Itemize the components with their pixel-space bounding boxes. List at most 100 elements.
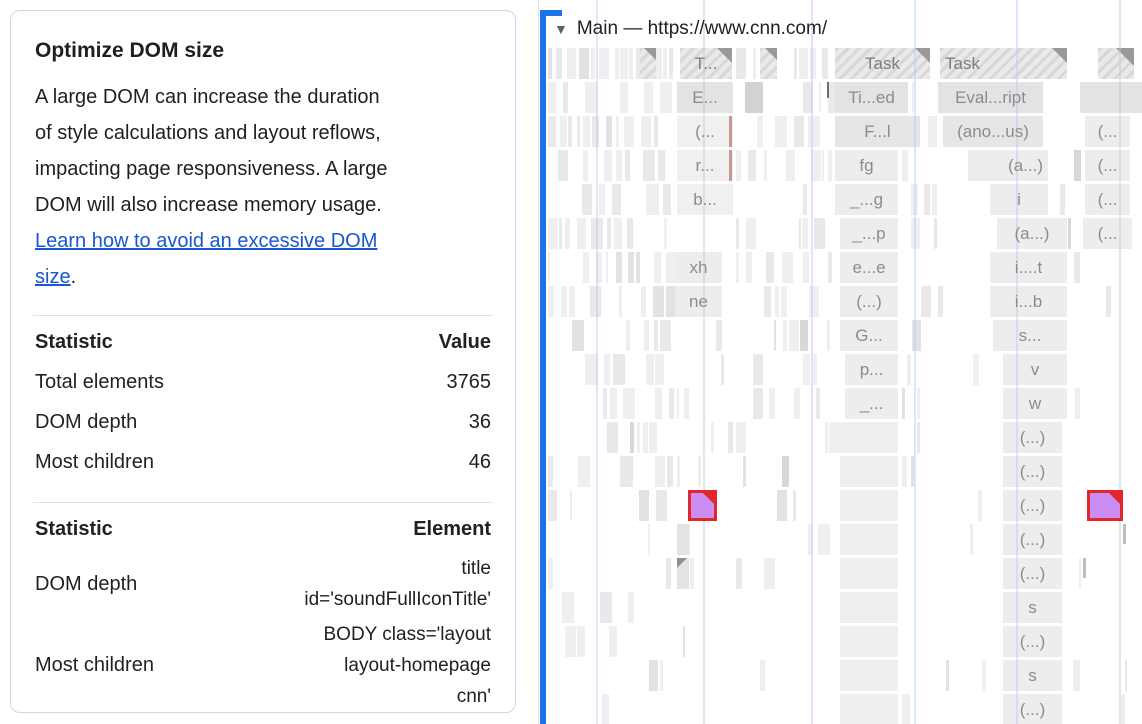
flame-bar[interactable]: (...) xyxy=(1003,694,1062,724)
flame-activity-bar[interactable] xyxy=(1060,184,1065,215)
flame-activity-bar[interactable] xyxy=(763,150,767,181)
flame-activity-bar[interactable] xyxy=(809,286,819,317)
flame-activity-bar[interactable] xyxy=(775,286,779,317)
flame-activity-bar[interactable] xyxy=(647,524,650,555)
flame-activity-bar[interactable] xyxy=(910,218,920,249)
collapse-caret-icon[interactable]: ▼ xyxy=(554,21,568,37)
flame-activity-bar[interactable] xyxy=(776,490,788,521)
flame-activity-bar[interactable] xyxy=(782,320,787,351)
flame-bar[interactable]: fg xyxy=(835,150,898,181)
flame-bar[interactable]: r... xyxy=(677,150,733,181)
highlight-event-block[interactable] xyxy=(1087,490,1123,521)
flame-activity-bar[interactable] xyxy=(827,150,832,181)
flame-activity-bar[interactable] xyxy=(604,150,613,181)
flame-bar[interactable] xyxy=(840,558,898,589)
flame-activity-bar[interactable] xyxy=(921,286,931,317)
flame-activity-bar[interactable] xyxy=(548,82,557,113)
flame-activity-bar[interactable] xyxy=(1068,218,1072,249)
task-bar[interactable]: Task xyxy=(940,48,1067,79)
flame-activity-bar[interactable] xyxy=(644,82,653,113)
flame-activity-bar[interactable] xyxy=(802,252,809,283)
flame-activity-bar[interactable] xyxy=(655,354,665,385)
flame-activity-bar[interactable] xyxy=(669,48,673,79)
flame-activity-bar[interactable] xyxy=(624,150,631,181)
flame-activity-bar[interactable] xyxy=(569,490,572,521)
flame-activity-bar[interactable] xyxy=(917,422,920,453)
flame-activity-bar[interactable] xyxy=(627,218,634,249)
flame-activity-bar[interactable] xyxy=(710,422,715,453)
flame-activity-bar[interactable] xyxy=(564,626,576,657)
flame-activity-bar[interactable] xyxy=(932,184,938,215)
flame-bar[interactable]: E... xyxy=(677,82,733,113)
flame-activity-bar[interactable] xyxy=(824,422,828,453)
flame-activity-bar[interactable] xyxy=(622,388,635,419)
flame-activity-bar[interactable] xyxy=(775,116,787,147)
flame-activity-bar[interactable] xyxy=(563,82,568,113)
flame-activity-bar[interactable] xyxy=(578,48,590,79)
flame-activity-bar[interactable] xyxy=(629,48,634,79)
flame-activity-bar[interactable] xyxy=(917,388,920,419)
flame-activity-bar[interactable] xyxy=(653,286,665,317)
flame-bar[interactable]: _...g xyxy=(835,184,898,215)
flame-activity-bar[interactable] xyxy=(659,320,672,351)
flame-activity-bar[interactable] xyxy=(814,218,825,249)
flame-activity-bar[interactable] xyxy=(665,286,675,317)
flame-bar[interactable] xyxy=(840,660,898,691)
flame-activity-bar[interactable] xyxy=(619,82,629,113)
flame-activity-bar[interactable] xyxy=(602,388,607,419)
flame-bar[interactable]: w xyxy=(1003,388,1067,419)
flame-activity-bar[interactable] xyxy=(599,184,606,215)
flame-activity-bar[interactable] xyxy=(663,48,667,79)
flame-activity-bar[interactable] xyxy=(923,184,931,215)
flame-bar[interactable] xyxy=(840,524,898,555)
flame-bar[interactable]: G... xyxy=(840,320,898,351)
flame-activity-bar[interactable] xyxy=(907,354,912,385)
flame-bar[interactable] xyxy=(677,524,689,555)
task-bar[interactable]: T... xyxy=(680,48,732,79)
flame-bar[interactable]: (... xyxy=(1085,150,1130,181)
flame-activity-bar[interactable] xyxy=(656,490,667,521)
flame-activity-bar[interactable] xyxy=(601,694,610,724)
flame-bar[interactable] xyxy=(729,150,732,181)
flame-activity-bar[interactable] xyxy=(609,626,617,657)
learn-more-link[interactable]: size xyxy=(35,266,71,288)
flame-activity-bar[interactable] xyxy=(629,422,635,453)
task-bar[interactable]: Task xyxy=(835,48,930,79)
flame-activity-bar[interactable] xyxy=(912,320,922,351)
flame-bar[interactable]: xh xyxy=(675,252,722,283)
flame-activity-bar[interactable] xyxy=(782,456,790,487)
flame-activity-bar[interactable] xyxy=(548,48,553,79)
flame-activity-bar[interactable] xyxy=(640,286,647,317)
flame-activity-bar[interactable] xyxy=(571,320,584,351)
flame-activity-bar[interactable] xyxy=(640,116,652,147)
flame-activity-bar[interactable] xyxy=(970,524,974,555)
flame-activity-bar[interactable] xyxy=(569,286,575,317)
flame-activity-bar[interactable] xyxy=(698,456,702,487)
flame-activity-bar[interactable] xyxy=(576,218,586,249)
task-bar[interactable] xyxy=(640,48,656,79)
flame-activity-bar[interactable] xyxy=(938,286,944,317)
flame-activity-bar[interactable] xyxy=(911,184,918,215)
flame-activity-bar[interactable] xyxy=(817,524,830,555)
flame-activity-bar[interactable] xyxy=(564,218,570,249)
flame-activity-bar[interactable] xyxy=(828,252,833,283)
flame-activity-bar[interactable] xyxy=(636,422,641,453)
flame-activity-bar[interactable] xyxy=(902,694,911,724)
flame-activity-bar[interactable] xyxy=(548,456,554,487)
flame-activity-bar[interactable] xyxy=(902,388,905,419)
flame-activity-bar[interactable] xyxy=(620,48,629,79)
flame-activity-bar[interactable] xyxy=(627,252,635,283)
flame-activity-bar[interactable] xyxy=(557,150,568,181)
flame-activity-bar[interactable] xyxy=(582,150,589,181)
flame-activity-bar[interactable] xyxy=(646,354,654,385)
flame-activity-bar[interactable] xyxy=(753,388,763,419)
flame-bar[interactable]: (...) xyxy=(1003,558,1062,589)
flame-activity-bar[interactable] xyxy=(612,354,625,385)
flame-activity-bar[interactable] xyxy=(583,116,590,147)
flame-activity-bar[interactable] xyxy=(578,456,591,487)
flame-bar[interactable] xyxy=(1083,558,1086,578)
flame-activity-bar[interactable] xyxy=(655,456,665,487)
flame-activity-bar[interactable] xyxy=(585,354,599,385)
flame-activity-bar[interactable] xyxy=(748,150,757,181)
flame-activity-bar[interactable] xyxy=(807,524,813,555)
